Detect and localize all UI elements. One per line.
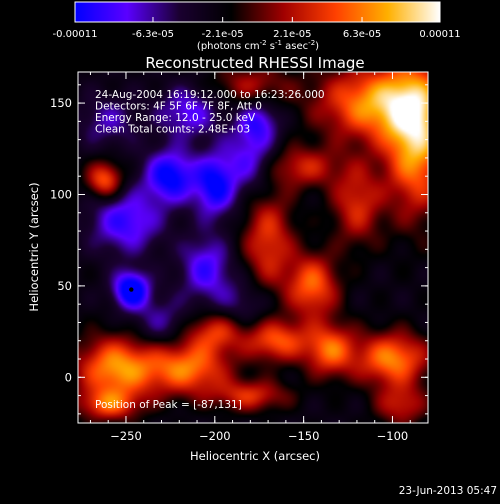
info-line: Detectors: 4F 5F 6F 7F 8F, Att 0 [95,101,262,113]
y-tick-label: 50 [57,279,72,293]
x-tick-label: −150 [288,429,320,443]
plot-area: −250 −200 −150 −100 0 50 100 150 24-Aug-2004 1… [50,71,429,443]
info-block: 24-Aug-2004 16:19:12.000 to 16:23:26.000… [95,89,325,136]
info-line: 24-Aug-2004 16:19:12.000 to 16:23:26.000 [95,89,325,101]
info-line: Clean Total counts: 2.48E+03 [95,124,250,136]
x-axis-label: Heliocentric X (arcsec) [190,449,320,463]
y-tick-label: 100 [50,187,72,201]
y-tick-label: 0 [65,370,72,384]
y-axis-ticks: 0 50 100 150 [50,84,428,415]
minimum-dot [129,287,134,292]
y-tick-label: 150 [50,96,72,110]
colorbar: -0.00011 -6.3e-05 -2.1e-05 2.1e-05 6.3e-05 0.… [53,1,461,52]
footer-date: 23-Jun-2013 05:47 [399,485,497,497]
colorbar-tick-label: 0.00011 [419,29,460,40]
heatmap-image [78,72,428,423]
x-axis-ticks: −250 −200 −150 −100 [89,72,429,443]
x-tick-label: −200 [199,429,231,443]
peak-position-label: Position of Peak = [-87,131] [95,399,242,411]
x-tick-label: −250 [110,429,142,443]
y-axis-label: Heliocentric Y (arcsec) [27,182,41,311]
plot-frame [77,71,429,424]
colorbar-gradient [74,1,441,23]
chart-title: Reconstructed RHESSI Image [145,54,364,72]
info-line: Energy Range: 12.0 - 25.0 keV [95,112,256,124]
minimum-marker [129,287,134,292]
colorbar-tick-label: 6.3e-05 [343,29,381,40]
colorbar-tick-label: -6.3e-05 [132,29,174,40]
colorbar-tick-label: -0.00011 [53,29,98,40]
colorbar-ticks: -0.00011 -6.3e-05 -2.1e-05 2.1e-05 6.3e-05 0.… [53,17,461,40]
colorbar-tick-label: -2.1e-05 [202,29,244,40]
colorbar-tick-label: 2.1e-05 [273,29,311,40]
colorbar-unit-label: (photons cm-2 s-1 asec-2) [197,39,319,52]
x-tick-label: −100 [377,429,409,443]
